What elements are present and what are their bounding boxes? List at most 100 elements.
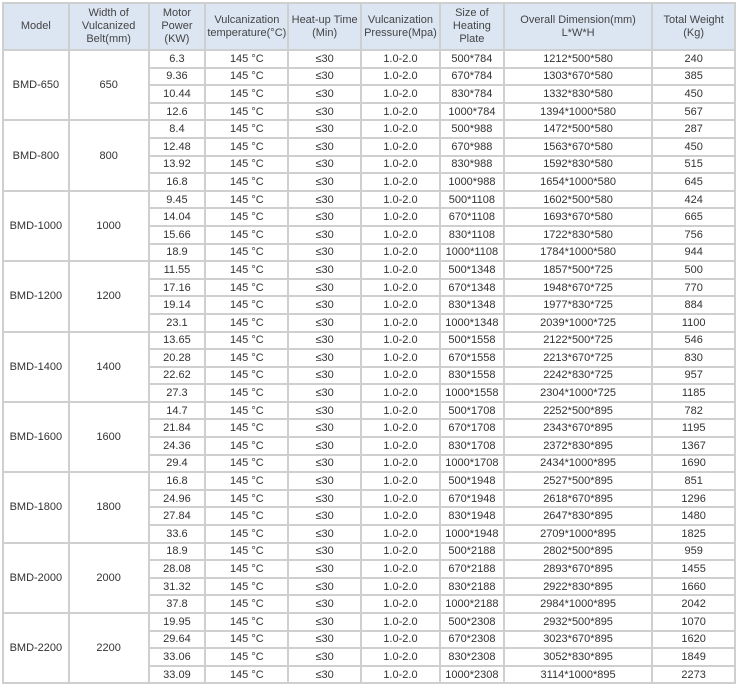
dimension-cell: 2213*670*725 <box>502 348 654 368</box>
weight-cell: 665 <box>651 207 736 227</box>
plate-size-cell: 500*2308 <box>438 612 505 632</box>
header-motor-power: Motor Power (KW) <box>147 2 207 51</box>
motor-power-cell: 18.9 <box>147 541 207 562</box>
pressure-cell: 1.0-2.0 <box>359 348 441 368</box>
temperature-cell: 145 °C <box>204 66 290 87</box>
temperature-cell: 145 °C <box>204 172 290 192</box>
heatup-time-cell: ≤30 <box>287 664 362 685</box>
plate-size-cell: 500*1348 <box>438 260 505 280</box>
dimension-cell: 1303*670*580 <box>502 66 654 87</box>
belt-width-cell: 1600 <box>67 400 150 474</box>
model-cell: BMD-1200 <box>2 260 70 333</box>
heatup-time-cell: ≤30 <box>287 242 362 263</box>
heatup-time-cell: ≤30 <box>287 66 362 87</box>
temperature-cell: 145 °C <box>204 629 290 650</box>
heatup-time-cell: ≤30 <box>287 189 362 210</box>
table-row: 28.08 145 °C ≤30 1.0-2.0 670*2188 2893*670*89… <box>3 559 736 579</box>
pressure-cell: 1.0-2.0 <box>359 172 441 192</box>
dimension-cell: 2893*670*895 <box>502 559 654 579</box>
table-row: 31.32 145 °C ≤30 1.0-2.0 830*2188 2922*830*89… <box>3 576 736 597</box>
weight-cell: 500 <box>651 260 736 280</box>
motor-power-cell: 33.09 <box>147 664 207 685</box>
header-temperature: Vulcanization temperature(°C) <box>204 2 290 51</box>
belt-width-cell: 1000 <box>67 189 150 263</box>
motor-power-cell: 22.62 <box>147 365 207 386</box>
heatup-time-cell: ≤30 <box>287 101 362 122</box>
dimension-cell: 3114*1000*895 <box>502 664 654 685</box>
weight-cell: 515 <box>651 154 736 175</box>
weight-cell: 2042 <box>651 594 736 614</box>
plate-size-cell: 500*784 <box>438 49 505 69</box>
weight-cell: 1849 <box>651 647 736 667</box>
plate-size-cell: 670*1558 <box>438 348 505 368</box>
model-cell: BMD-2200 <box>2 611 70 685</box>
temperature-cell: 145 °C <box>204 365 290 386</box>
dimension-cell: 2922*830*895 <box>502 576 654 597</box>
belt-width-cell: 2200 <box>67 611 150 685</box>
model-cell: BMD-1600 <box>2 400 70 474</box>
pressure-cell: 1.0-2.0 <box>359 189 441 210</box>
heatup-time-cell: ≤30 <box>287 524 362 544</box>
weight-cell: 240 <box>651 49 736 69</box>
heatup-time-cell: ≤30 <box>287 207 362 227</box>
heatup-time-cell: ≤30 <box>287 312 362 333</box>
pressure-cell: 1.0-2.0 <box>359 506 441 527</box>
plate-size-cell: 830*1708 <box>438 436 505 456</box>
heatup-time-cell: ≤30 <box>287 629 362 650</box>
motor-power-cell: 14.7 <box>147 400 207 421</box>
heatup-time-cell: ≤30 <box>287 348 362 368</box>
motor-power-cell: 20.28 <box>147 348 207 368</box>
heatup-time-cell: ≤30 <box>287 471 362 491</box>
motor-power-cell: 33.06 <box>147 647 207 667</box>
heatup-time-cell: ≤30 <box>287 488 362 509</box>
dimension-cell: 2304*1000*725 <box>502 383 654 403</box>
heatup-time-cell: ≤30 <box>287 136 362 157</box>
heatup-time-cell: ≤30 <box>287 119 362 139</box>
table-row: 12.48 145 °C ≤30 1.0-2.0 670*988 1563*670*580… <box>3 136 736 157</box>
temperature-cell: 145 °C <box>204 400 290 421</box>
heatup-time-cell: ≤30 <box>287 647 362 667</box>
motor-power-cell: 9.45 <box>147 189 207 210</box>
table-row: 24.96 145 °C ≤30 1.0-2.0 670*1948 2618*670*89… <box>3 488 736 509</box>
motor-power-cell: 14.04 <box>147 207 207 227</box>
table-row: BMD-800 800 8.4 145 °C ≤30 1.0-2.0 500*988 1472… <box>2 119 736 192</box>
weight-cell: 1185 <box>651 383 736 403</box>
temperature-cell: 145 °C <box>204 101 290 122</box>
plate-size-cell: 500*2188 <box>438 541 505 562</box>
table-row: BMD-1400 1400 13.65 145 °C ≤30 1.0-2.0 500*155… <box>2 330 736 403</box>
pressure-cell: 1.0-2.0 <box>359 436 441 456</box>
plate-size-cell: 1000*2188 <box>438 594 505 614</box>
belt-width-cell: 2000 <box>67 541 150 615</box>
dimension-cell: 2647*830*895 <box>502 506 654 527</box>
heatup-time-cell: ≤30 <box>287 506 362 527</box>
dimension-cell: 2618*670*895 <box>502 488 654 509</box>
table-row: BMD-1800 1800 16.8 145 °C ≤30 1.0-2.0 500*1948… <box>2 471 736 544</box>
weight-cell: 645 <box>651 172 736 192</box>
motor-power-cell: 33.6 <box>147 524 207 544</box>
pressure-cell: 1.0-2.0 <box>359 365 441 386</box>
plate-size-cell: 830*1108 <box>438 224 505 245</box>
weight-cell: 450 <box>651 136 736 157</box>
plate-size-cell: 500*1558 <box>438 330 505 351</box>
heatup-time-cell: ≤30 <box>287 612 362 632</box>
table-row: 19.14 145 °C ≤30 1.0-2.0 830*1348 1977*830*72… <box>3 295 736 315</box>
motor-power-cell: 8.4 <box>147 119 207 139</box>
weight-cell: 884 <box>651 295 736 315</box>
header-plate-size: Size of Heating Plate <box>438 2 505 51</box>
table-row: BMD-1600 1600 14.7 145 °C ≤30 1.0-2.0 500*1708… <box>2 400 736 474</box>
pressure-cell: 1.0-2.0 <box>359 541 441 562</box>
plate-size-cell: 500*988 <box>438 119 505 139</box>
pressure-cell: 1.0-2.0 <box>359 453 441 474</box>
dimension-cell: 1784*1000*580 <box>502 242 654 263</box>
plate-size-cell: 830*1348 <box>438 295 505 315</box>
motor-power-cell: 11.55 <box>147 260 207 280</box>
pressure-cell: 1.0-2.0 <box>359 66 441 87</box>
motor-power-cell: 37.8 <box>147 594 207 614</box>
temperature-cell: 145 °C <box>204 541 290 562</box>
temperature-cell: 145 °C <box>204 524 290 544</box>
belt-width-cell: 650 <box>67 48 150 122</box>
table-row: 12.6 145 °C ≤30 1.0-2.0 1000*784 1394*1000*58… <box>3 101 736 122</box>
pressure-cell: 1.0-2.0 <box>359 101 441 122</box>
motor-power-cell: 13.92 <box>147 154 207 175</box>
heatup-time-cell: ≤30 <box>287 594 362 614</box>
